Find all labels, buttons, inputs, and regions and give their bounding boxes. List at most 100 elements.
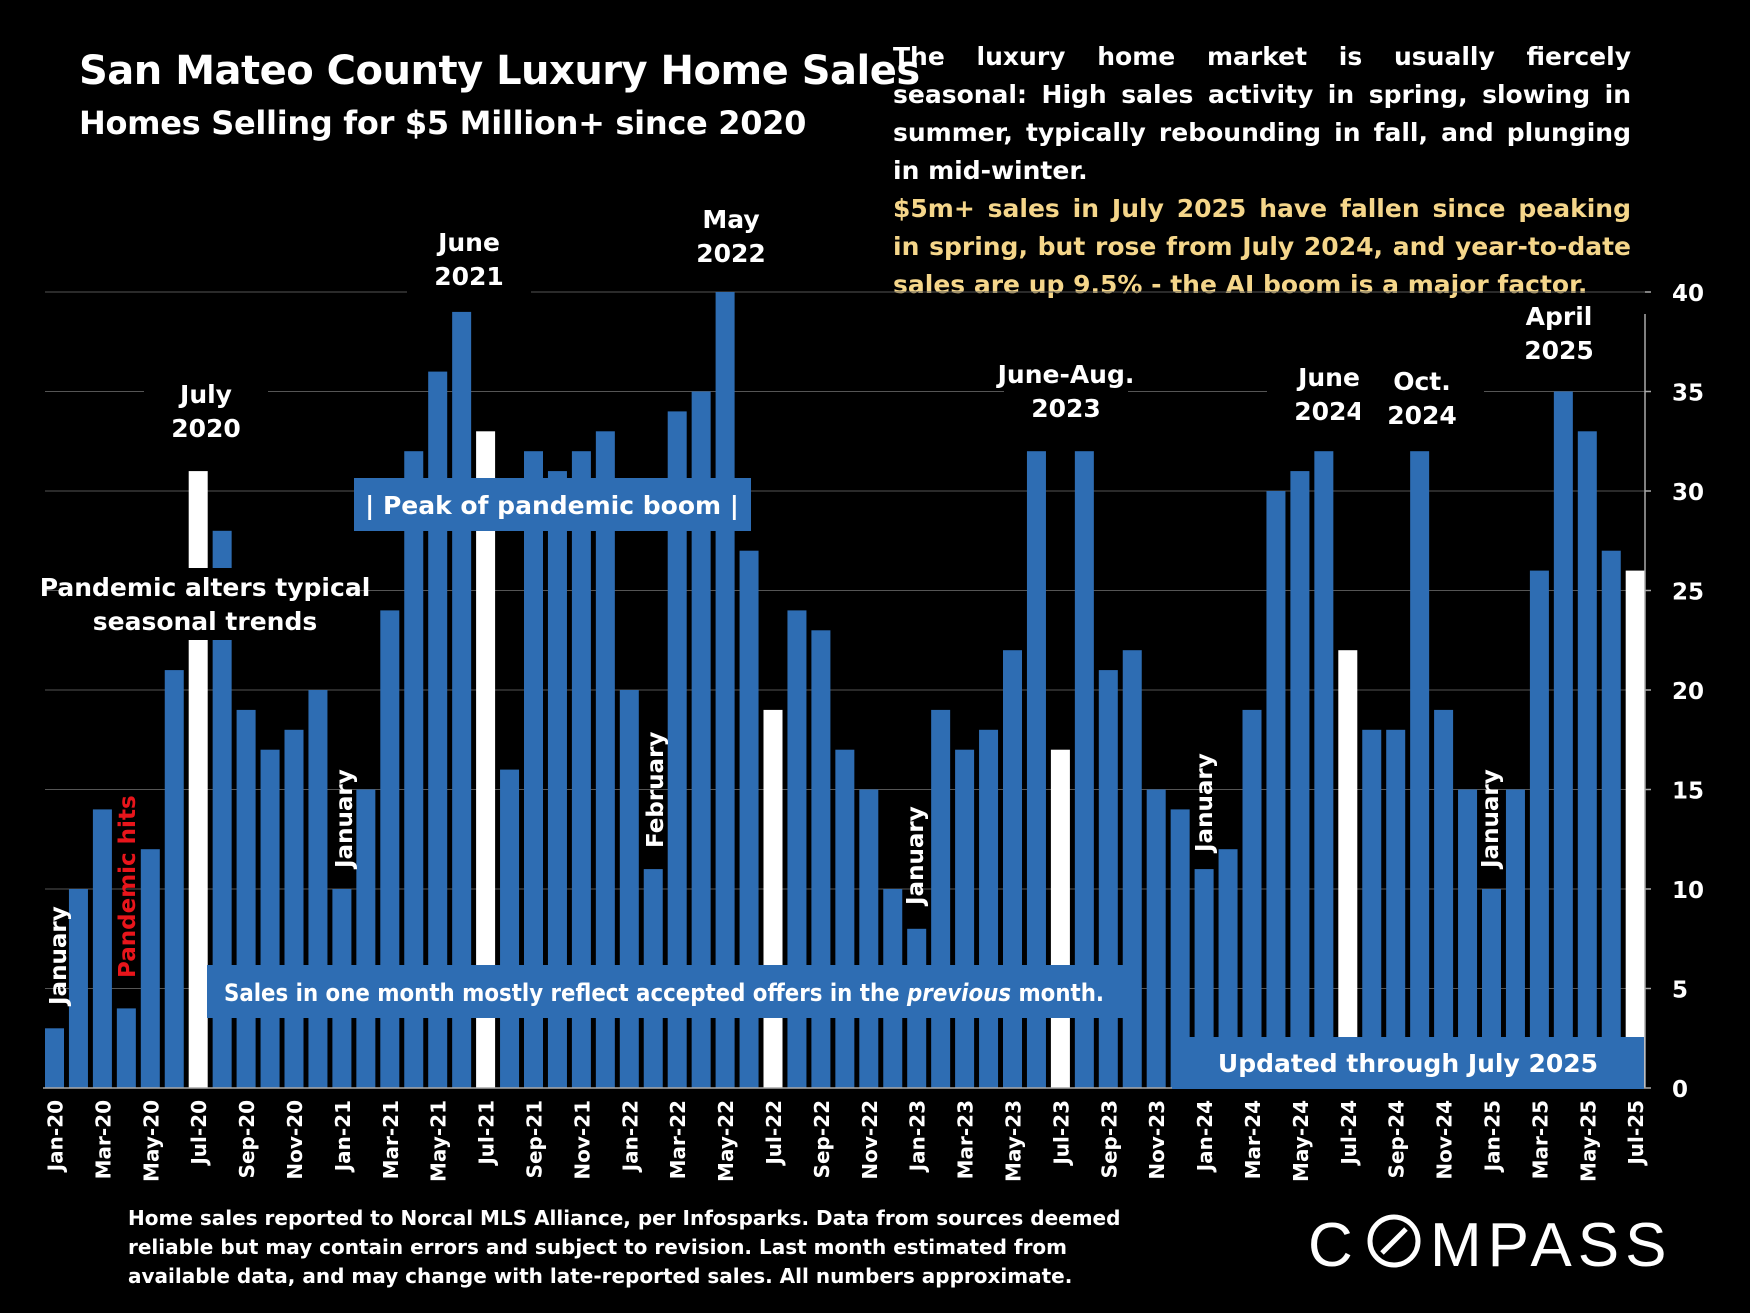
x-tick-label: Mar-21 bbox=[379, 1100, 403, 1179]
peak-label: 2025 bbox=[1524, 336, 1594, 365]
x-tick-label: Sep-22 bbox=[810, 1100, 834, 1178]
bar bbox=[955, 749, 975, 1088]
bar bbox=[1505, 789, 1525, 1088]
bar bbox=[763, 709, 783, 1088]
x-tick-label: Sep-21 bbox=[523, 1100, 547, 1178]
x-tick-label: Jul-23 bbox=[1049, 1100, 1073, 1167]
vertical-label: January bbox=[332, 769, 358, 870]
pandemic-note: seasonal trends bbox=[93, 607, 318, 636]
compass-logo-icon: C MPASS bbox=[1308, 1211, 1672, 1280]
bar bbox=[1194, 869, 1214, 1088]
bar bbox=[691, 391, 711, 1088]
bar bbox=[619, 690, 639, 1088]
x-tick-label: Jan-24 bbox=[1193, 1100, 1217, 1173]
x-tick-label: Jul-25 bbox=[1624, 1100, 1648, 1167]
bar bbox=[1242, 709, 1262, 1088]
x-tick-label: Nov-21 bbox=[570, 1100, 594, 1180]
x-tick-label: May-21 bbox=[427, 1100, 451, 1182]
bar bbox=[811, 630, 831, 1088]
peak-label-bg bbox=[1004, 353, 1128, 427]
peak-label: May bbox=[702, 205, 759, 234]
peak-label: 2023 bbox=[1031, 394, 1101, 423]
bar bbox=[931, 709, 951, 1088]
bar bbox=[1458, 789, 1478, 1088]
source-footnote: Home sales reported to Norcal MLS Allian… bbox=[128, 1206, 1121, 1288]
bar bbox=[979, 729, 999, 1088]
peak-label: June-Aug. bbox=[996, 360, 1135, 389]
x-tick-label: Mar-24 bbox=[1241, 1100, 1265, 1179]
x-tick-label: Nov-22 bbox=[858, 1100, 882, 1180]
chart-title: San Mateo County Luxury Home Sales bbox=[79, 48, 920, 94]
y-tick-label: 10 bbox=[1672, 878, 1704, 904]
y-tick-label: 30 bbox=[1672, 480, 1704, 506]
x-tick-label: Jul-21 bbox=[475, 1100, 499, 1167]
vertical-label: January bbox=[1192, 753, 1218, 854]
peak-label-bg bbox=[669, 198, 793, 272]
x-tick-label: Nov-20 bbox=[283, 1100, 307, 1180]
bar bbox=[1577, 431, 1597, 1088]
compass-logo: C MPASS bbox=[1308, 1208, 1678, 1280]
bar bbox=[667, 411, 687, 1088]
peak-label: 2022 bbox=[696, 239, 766, 268]
bar bbox=[140, 849, 160, 1088]
bar bbox=[1434, 709, 1454, 1088]
description-seasonal: The luxury home market is usually fierce… bbox=[893, 42, 1631, 185]
bar bbox=[356, 789, 376, 1088]
bar bbox=[595, 431, 615, 1088]
bar bbox=[1410, 451, 1430, 1088]
peak-label: 2024 bbox=[1294, 397, 1364, 426]
y-tick-label: 20 bbox=[1672, 679, 1704, 705]
bar bbox=[571, 451, 591, 1088]
svg-text:MPASS: MPASS bbox=[1430, 1211, 1672, 1278]
y-tick-label: 0 bbox=[1672, 1077, 1688, 1103]
description-july-2025: $5m+ sales in July 2025 have fallen sinc… bbox=[893, 194, 1631, 299]
x-tick-label: Mar-23 bbox=[954, 1100, 978, 1179]
bar bbox=[1553, 391, 1573, 1088]
peak-label: July bbox=[178, 380, 232, 409]
y-tick-label: 15 bbox=[1672, 779, 1704, 805]
bar bbox=[859, 789, 879, 1088]
x-tick-label: May-22 bbox=[714, 1100, 738, 1182]
y-tick-label: 40 bbox=[1672, 281, 1704, 307]
x-tick-label: Jul-20 bbox=[187, 1100, 211, 1167]
bar bbox=[1290, 471, 1310, 1089]
bar bbox=[1074, 451, 1094, 1088]
vertical-label: January bbox=[46, 906, 72, 1007]
bar bbox=[236, 709, 256, 1088]
bar bbox=[1338, 650, 1358, 1088]
vertical-label: Pandemic hits bbox=[115, 795, 141, 978]
bar bbox=[1170, 809, 1190, 1088]
updated-note: Updated through July 2025 bbox=[1218, 1049, 1598, 1078]
bar bbox=[45, 1028, 64, 1088]
bar bbox=[524, 451, 543, 1088]
x-tick-label: Jan-22 bbox=[618, 1100, 642, 1173]
bar bbox=[1218, 849, 1238, 1088]
vertical-label: February bbox=[643, 732, 669, 848]
x-tick-label: Mar-25 bbox=[1528, 1100, 1552, 1179]
x-tick-label: Sep-24 bbox=[1385, 1100, 1409, 1178]
bar bbox=[1529, 570, 1549, 1088]
bar bbox=[835, 749, 855, 1088]
peak-label: 2024 bbox=[1387, 401, 1457, 430]
peak-label-bg bbox=[407, 221, 531, 295]
y-tick-label: 5 bbox=[1672, 978, 1688, 1004]
bar bbox=[1386, 729, 1406, 1088]
bar bbox=[739, 550, 759, 1088]
vertical-label: January bbox=[1478, 769, 1504, 870]
pandemic-note-bg bbox=[60, 568, 350, 640]
peak-label: June bbox=[436, 228, 500, 257]
x-tick-label: Jan-20 bbox=[44, 1100, 68, 1173]
bar bbox=[404, 451, 424, 1088]
pandemic-note: Pandemic alters typical bbox=[40, 573, 371, 602]
bar bbox=[1026, 451, 1046, 1088]
x-tick-label: Jan-25 bbox=[1481, 1100, 1505, 1173]
bar bbox=[260, 749, 280, 1088]
peak-label: 2020 bbox=[171, 414, 241, 443]
x-tick-label: Nov-24 bbox=[1433, 1100, 1457, 1180]
bar bbox=[1050, 749, 1070, 1088]
bar bbox=[1146, 789, 1166, 1088]
bar bbox=[1314, 451, 1334, 1088]
bar bbox=[1122, 650, 1142, 1088]
peak-box bbox=[354, 478, 751, 531]
